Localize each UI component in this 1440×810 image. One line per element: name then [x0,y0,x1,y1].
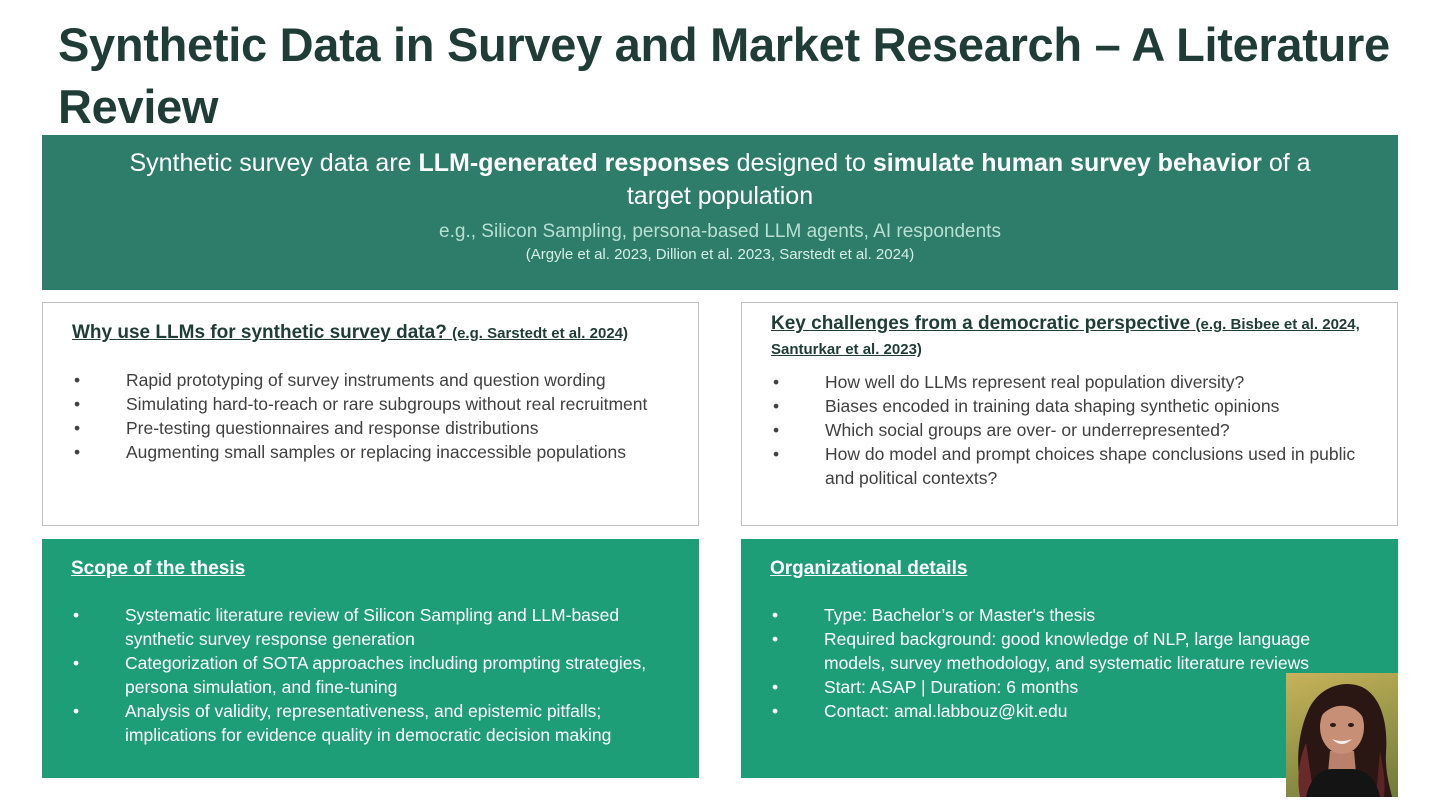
bullet-icon: • [74,370,81,390]
definition-part-3: of a target population [626,149,1311,210]
bullet-icon: • [772,629,779,649]
challenges-reference: (e.g. Bisbee et al. 2024, Santurkar et a… [771,316,1360,358]
list-item-text: Systematic literature review of Silicon … [125,605,620,649]
definition-text: Synthetic survey data are LLM-generated … [102,147,1338,213]
list-item-text: Biases encoded in training data shaping … [825,396,1280,416]
definition-part-1: Synthetic survey data are [129,149,419,177]
list-item: • Categorization of SOTA approaches inclu… [71,651,671,699]
why-llms-heading-text: Why use LLMs for synthetic survey data? [72,322,447,343]
list-item-text: Which social groups are over- or underre… [825,420,1230,440]
challenges-heading: Key challenges from a democratic perspec… [771,312,1369,362]
organizational-details-list: • Type: Bachelor’s or Master's thesis • Re… [770,603,1370,723]
bullet-icon: • [772,677,779,697]
bullet-icon: • [773,444,780,464]
list-item: • Pre-testing questionnaires and response… [72,416,670,440]
bullet-icon: • [74,442,81,462]
bullet-icon: • [73,605,80,625]
definition-references: (Argyle et al. 2023, Dillion et al. 2023… [525,246,915,263]
contact-photo [1286,673,1398,797]
challenges-list: • How well do LLMs represent real populat… [771,370,1369,490]
bullet-icon: • [773,420,780,440]
list-item-text: How well do LLMs represent real populati… [825,372,1245,392]
why-llms-heading: Why use LLMs for synthetic survey data? … [72,321,670,346]
list-item-text: Simulating hard-to-reach or rare subgrou… [126,394,648,414]
list-item: • Type: Bachelor’s or Master's thesis [770,603,1370,627]
bullet-icon: • [773,396,780,416]
scope-heading: Scope of the thesis [71,558,246,579]
page-title: Synthetic Data in Survey and Market Rese… [58,18,1390,133]
bullet-icon: • [74,418,81,438]
list-item-text: Required background: good knowledge of N… [824,629,1311,673]
list-item: • Rapid prototyping of survey instruments… [72,368,670,392]
organizational-details-heading: Organizational details [770,558,968,579]
scope-list: • Systematic literature review of Silicon… [71,603,671,747]
list-item: • Biases encoded in training data shaping… [771,394,1369,418]
definition-bold-2: simulate human survey behavior [872,149,1262,177]
list-item-text: Categorization of SOTA approaches includ… [125,653,647,697]
list-item-text: Start: ASAP | Duration: 6 months [824,677,1079,697]
definition-bold-1: LLM-generated responses [418,149,730,177]
list-item: • Contact: amal.labbouz@kit.edu [770,699,1370,723]
definition-banner: Synthetic survey data are LLM-generated … [42,135,1398,290]
scope-box: Scope of the thesis • Systematic literatu… [42,539,699,778]
definition-part-2: designed to [729,149,873,177]
bullet-icon: • [73,653,80,673]
list-item: • Systematic literature review of Silicon… [71,603,671,651]
list-item: • Which social groups are over- or underr… [771,418,1369,442]
list-item-text: Analysis of validity, representativeness… [125,701,612,745]
list-item-text: Type: Bachelor’s or Master's thesis [824,605,1096,625]
list-item: • Augmenting small samples or replacing i… [72,440,670,464]
list-item: • Simulating hard-to-reach or rare subgro… [72,392,670,416]
bullet-icon: • [772,605,779,625]
list-item: • Required background: good knowledge of … [770,627,1370,675]
list-item: • Start: ASAP | Duration: 6 months [770,675,1370,699]
list-item: • Analysis of validity, representativenes… [71,699,671,747]
list-item-text: Contact: amal.labbouz@kit.edu [824,701,1068,721]
bullet-icon: • [772,701,779,721]
list-item-text: Rapid prototyping of survey instruments … [126,370,606,390]
list-item-text: Pre-testing questionnaires and response … [126,418,539,438]
bullet-icon: • [773,372,780,392]
bullet-icon: • [73,701,80,721]
list-item-text: Augmenting small samples or replacing in… [126,442,626,462]
list-item: • How well do LLMs represent real populat… [771,370,1369,394]
list-item: • How do model and prompt choices shape c… [771,442,1369,490]
bullet-icon: • [74,394,81,414]
why-llms-box: Why use LLMs for synthetic survey data? … [42,302,699,526]
why-llms-reference: (e.g. Sarstedt et al. 2024) [452,325,628,342]
list-item-text: How do model and prompt choices shape co… [825,444,1356,488]
definition-examples: e.g., Silicon Sampling, persona-based LL… [439,221,1001,242]
challenges-box: Key challenges from a democratic perspec… [741,302,1398,526]
portrait-image [1298,684,1392,797]
why-llms-list: • Rapid prototyping of survey instruments… [72,368,670,464]
challenges-heading-text: Key challenges from a democratic perspec… [771,313,1191,334]
